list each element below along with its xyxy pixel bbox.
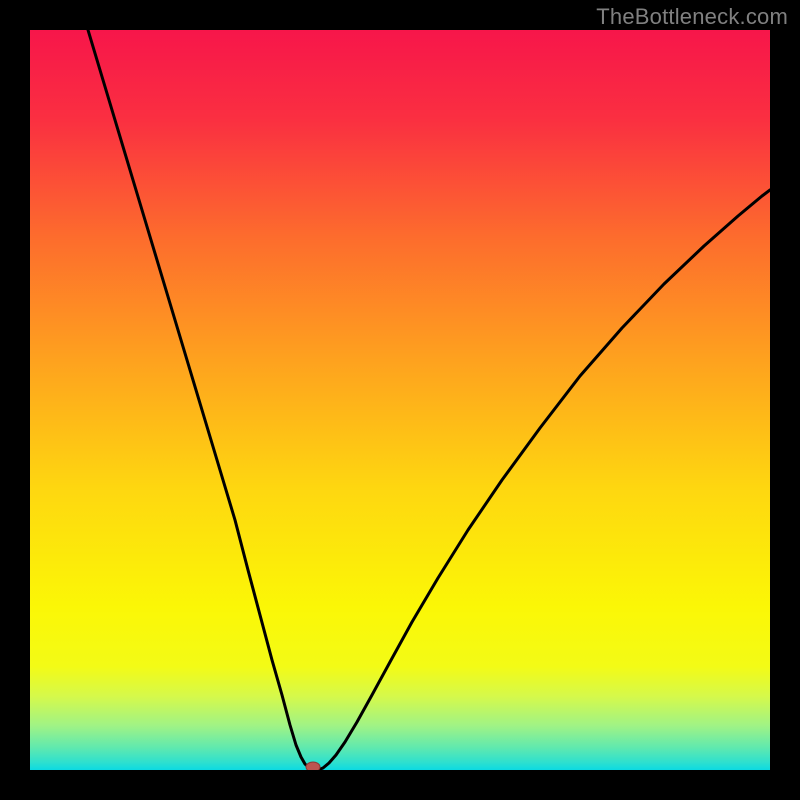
bottleneck-curve-path [88, 30, 770, 770]
plot-area [30, 30, 770, 770]
curve-layer [30, 30, 770, 770]
watermark-text: TheBottleneck.com [596, 4, 788, 30]
minimum-marker [306, 762, 320, 770]
figure-root: TheBottleneck.com [0, 0, 800, 800]
